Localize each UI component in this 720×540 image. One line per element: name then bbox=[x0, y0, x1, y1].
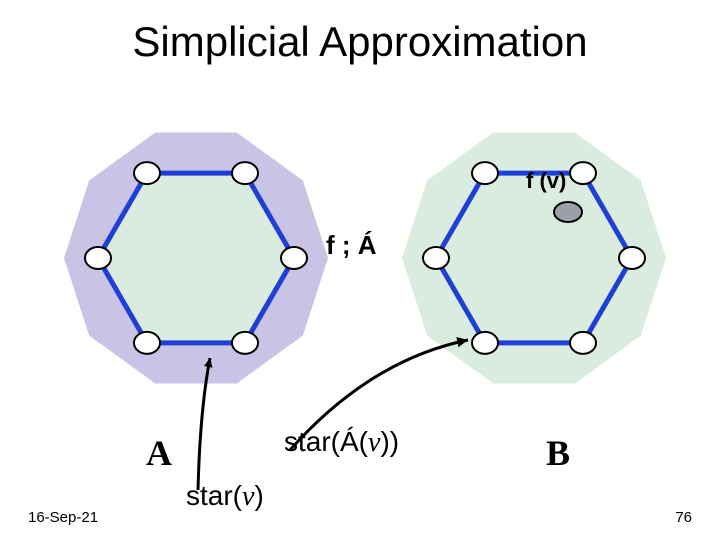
diagram-svg bbox=[0, 0, 720, 540]
star-phi-label: star(Á(v)) bbox=[284, 426, 399, 459]
complex-A-label: A bbox=[146, 432, 172, 474]
fv-label: f (v) bbox=[526, 168, 566, 194]
slide-date: 16-Sep-21 bbox=[28, 509, 98, 526]
complex-B-label: B bbox=[546, 432, 570, 474]
slide-number: 76 bbox=[675, 509, 692, 526]
star-v-label: star(v) bbox=[186, 480, 264, 513]
f-phi-label: f ; Á bbox=[326, 230, 377, 261]
slide-root: { "title": "Simplicial Approximation", "… bbox=[0, 0, 720, 540]
